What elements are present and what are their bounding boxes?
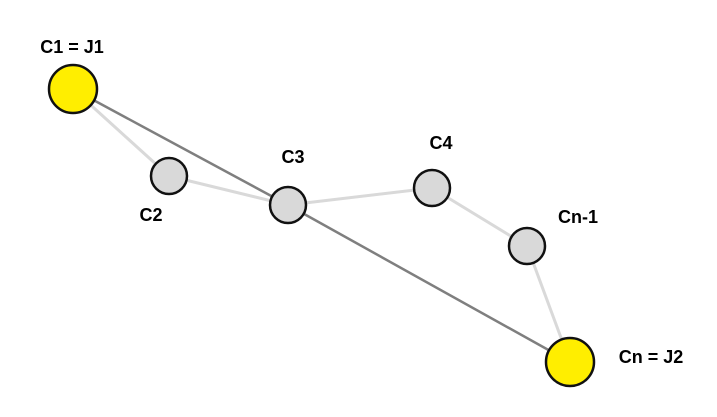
node-cn-1 (507, 226, 547, 266)
node-c2 (149, 156, 189, 196)
node-label-cn: Cn = J2 (619, 347, 684, 367)
node-label-c2: C2 (139, 205, 162, 225)
node-c3 (268, 185, 308, 225)
edge-c3-c4 (286, 186, 434, 207)
node-c4 (412, 168, 452, 208)
node-label-c3: C3 (281, 147, 304, 167)
node-label-cn-1: Cn-1 (558, 207, 598, 227)
node-label-c4: C4 (429, 133, 452, 153)
labels-layer: C1 = J1 C2 C3 C4 Cn-1 Cn = J2 (40, 37, 683, 367)
edge-c2-c3 (167, 174, 290, 207)
edges-layer (71, 87, 572, 364)
edge-c1-c3 (71, 87, 290, 207)
edge-c3-cn (286, 203, 572, 364)
node-c1 (47, 63, 99, 115)
nodes-layer (47, 63, 596, 388)
node-label-c1: C1 = J1 (40, 37, 104, 57)
node-cn (544, 336, 596, 388)
